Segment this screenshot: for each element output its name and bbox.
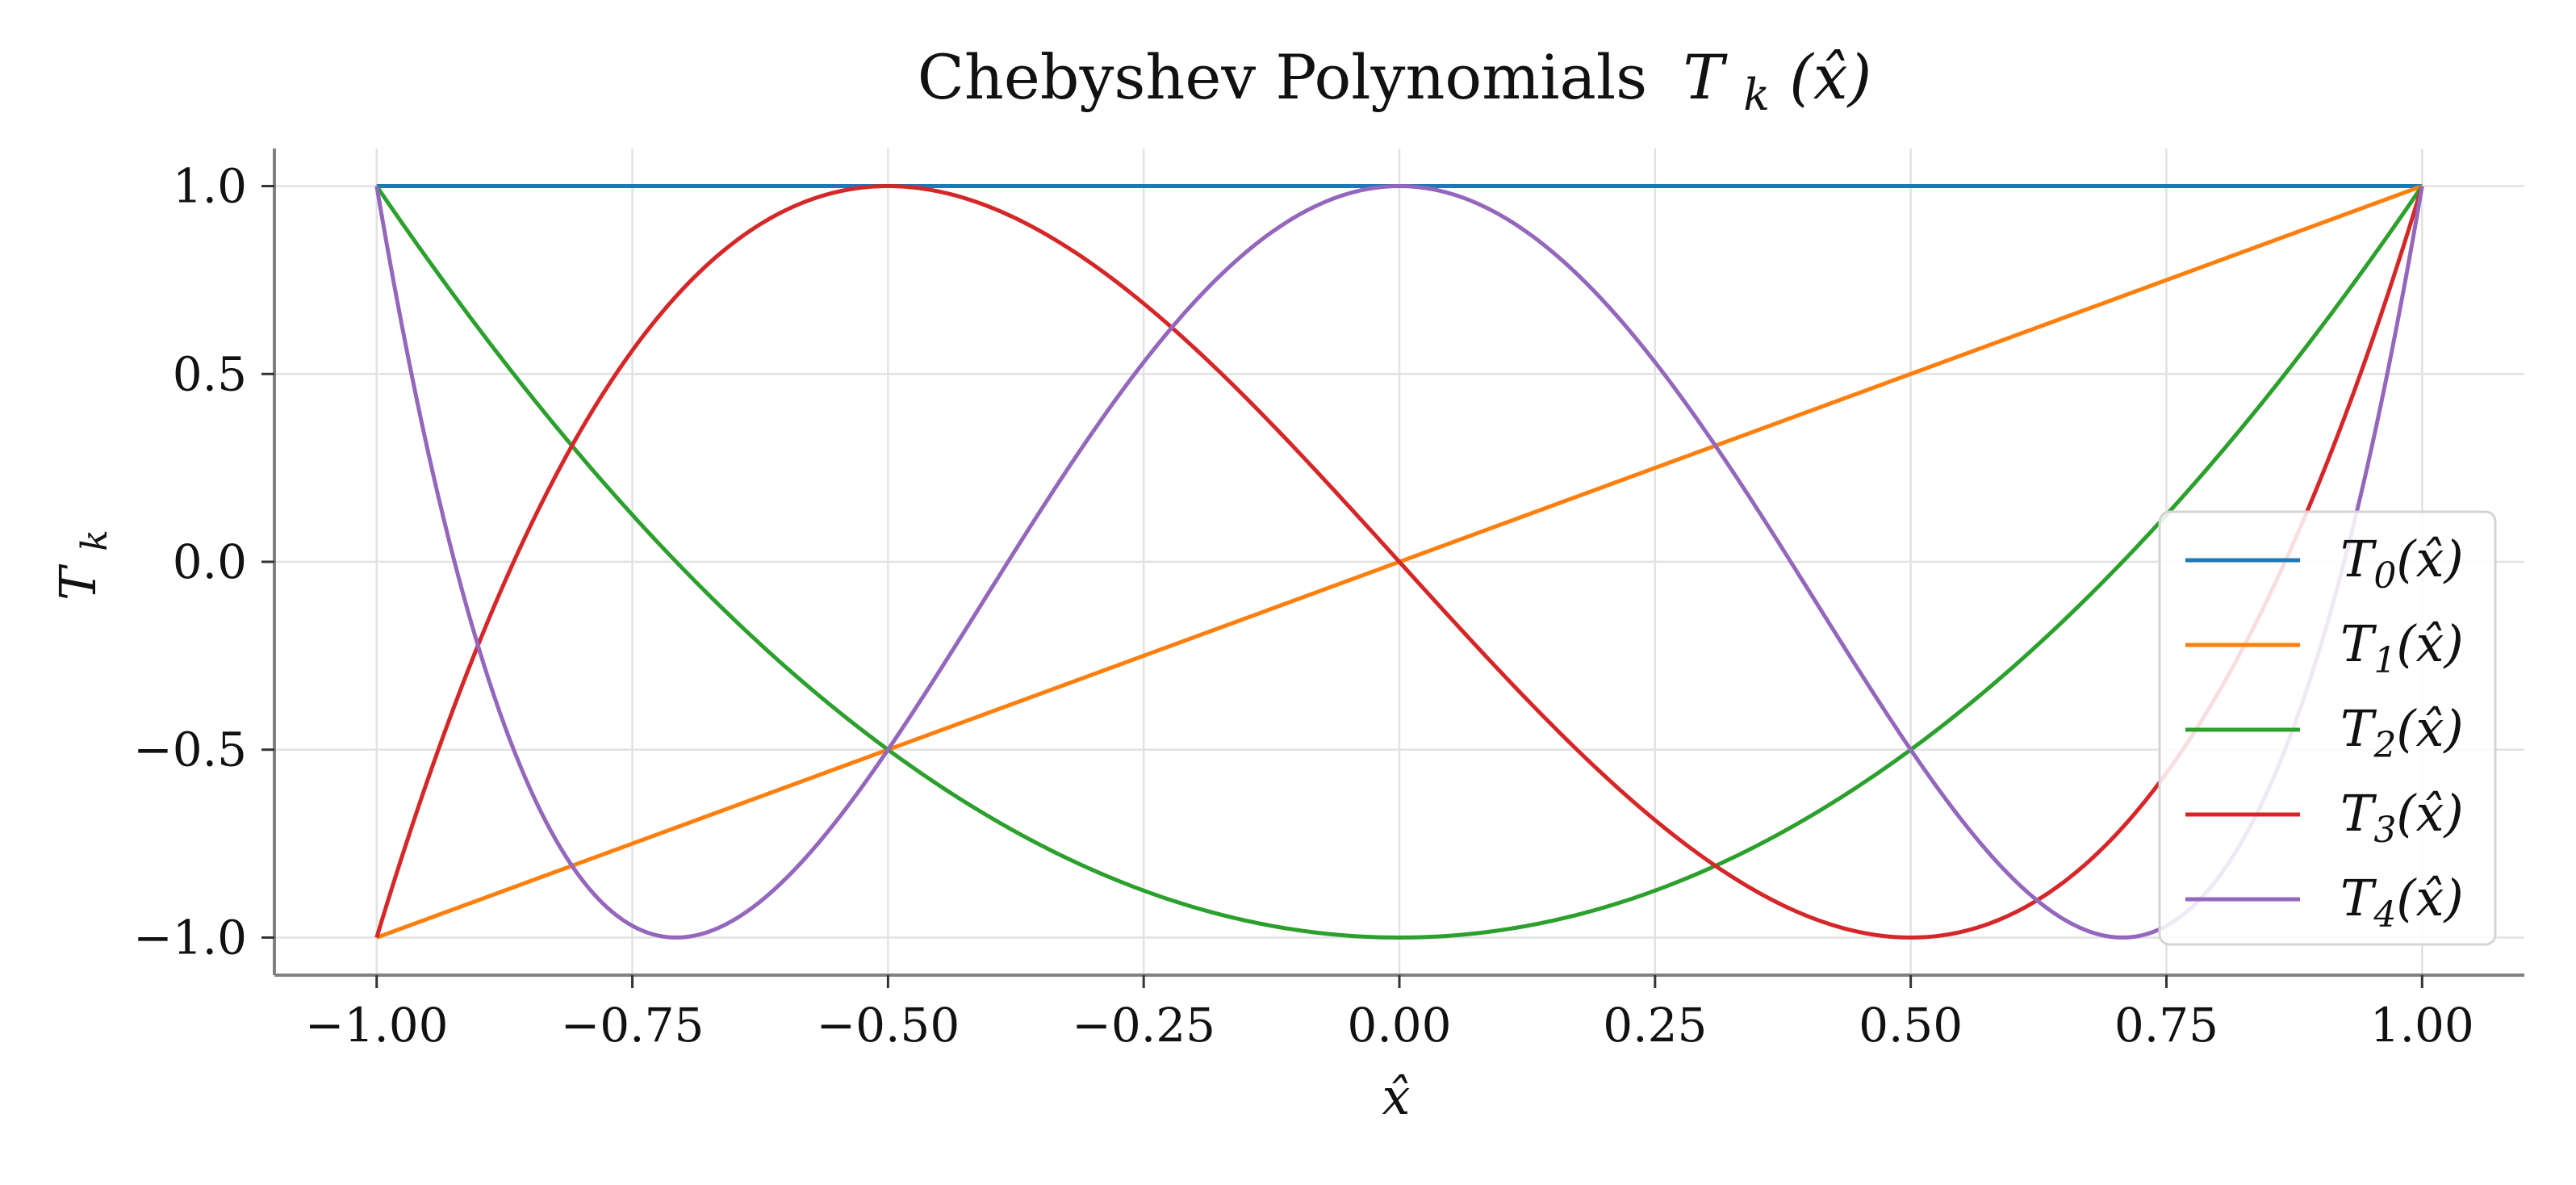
x-tick-label: 0.25	[1603, 998, 1707, 1053]
x-tick-label: −1.00	[305, 998, 449, 1053]
plot-lines	[374, 184, 2424, 940]
chart-title-subscript: k	[1743, 69, 1770, 120]
legend-label: T3(x̂)	[2340, 784, 2464, 851]
x-tick-label: 0.75	[2114, 998, 2218, 1053]
x-tick-label: −0.25	[1072, 998, 1215, 1053]
x-tick-label: −0.50	[816, 998, 960, 1053]
x-tick-label: −0.75	[561, 998, 705, 1053]
y-tick-label: −0.5	[133, 722, 247, 777]
y-tick-label: 1.0	[173, 159, 247, 214]
y-axis-label-subscript: k	[74, 530, 115, 551]
x-tick-label: 0.00	[1347, 998, 1451, 1053]
y-tick-label: 0.5	[173, 346, 247, 401]
legend: T0(x̂) T1(x̂) T2(x̂) T3(x̂) T4(x̂)	[2158, 510, 2497, 946]
y-tick-label: 0.0	[173, 534, 247, 589]
y-axis-label: T k	[48, 530, 115, 601]
chart-title-argument: (x̂)	[1789, 41, 1871, 113]
y-tick-label: −1.0	[133, 910, 247, 965]
y-axis-label-base: T	[48, 563, 107, 601]
x-tick-label: 1.00	[2370, 998, 2474, 1053]
legend-label: T2(x̂)	[2340, 699, 2464, 766]
legend-label: T1(x̂)	[2340, 614, 2464, 681]
ticks: −1.00 −0.75 −0.50 −0.25 0.00 0.25 0.50 0.75 1.00…	[133, 159, 2474, 1053]
chart-title: Chebyshev Polynomials T k (x̂)	[918, 41, 1872, 124]
legend-label: T4(x̂)	[2340, 869, 2464, 936]
series-line-t2	[374, 185, 2424, 940]
chart-title-symbol: T	[1683, 41, 1728, 113]
series-line-t4	[374, 184, 2424, 940]
series-line-t3	[374, 184, 2424, 940]
chart-title-text: Chebyshev Polynomials	[918, 41, 1647, 113]
legend-box	[2158, 510, 2497, 946]
x-axis-label: x̂	[1382, 1067, 1411, 1126]
x-tick-label: 0.50	[1859, 998, 1963, 1053]
legend-label: T0(x̂)	[2340, 530, 2464, 597]
